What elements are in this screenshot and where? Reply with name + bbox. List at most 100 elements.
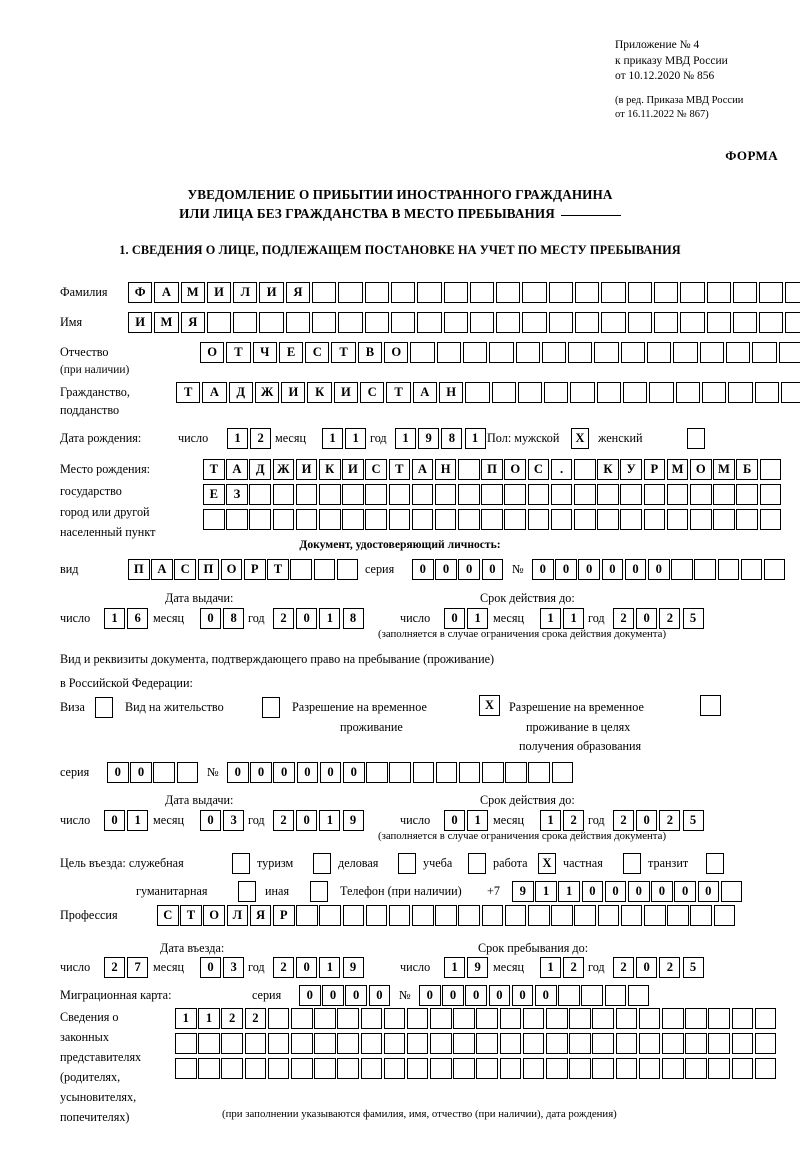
char-cell[interactable]: Т xyxy=(203,459,225,480)
char-cell[interactable]: 2 xyxy=(563,957,585,978)
purpose-business-checkbox[interactable] xyxy=(398,853,416,874)
char-cell[interactable] xyxy=(754,382,779,403)
char-cell[interactable] xyxy=(221,1033,243,1054)
char-cell[interactable] xyxy=(388,905,411,926)
char-cell[interactable] xyxy=(752,342,777,363)
char-cell[interactable] xyxy=(360,1008,383,1029)
char-cell[interactable] xyxy=(453,1008,475,1029)
char-cell[interactable] xyxy=(671,559,693,580)
char-cell[interactable] xyxy=(759,509,782,530)
char-cell[interactable]: У xyxy=(620,459,642,480)
char-cell[interactable]: 1 xyxy=(467,608,489,629)
char-cell[interactable] xyxy=(290,1008,313,1029)
char-cell[interactable]: . xyxy=(550,459,573,480)
char-cell[interactable] xyxy=(272,509,295,530)
char-cell[interactable] xyxy=(720,881,743,902)
char-cell[interactable] xyxy=(312,312,337,333)
char-cell[interactable] xyxy=(627,282,652,303)
char-cell[interactable]: 0 xyxy=(296,608,318,629)
char-cell[interactable] xyxy=(383,1008,406,1029)
char-cell[interactable]: Б xyxy=(736,459,758,480)
char-cell[interactable]: 2 xyxy=(273,810,294,831)
char-cell[interactable] xyxy=(623,382,648,403)
char-cell[interactable]: С xyxy=(305,342,330,363)
char-cell[interactable]: 0 xyxy=(319,762,342,783)
char-cell[interactable] xyxy=(267,1033,290,1054)
char-cell[interactable] xyxy=(314,1058,336,1079)
char-cell[interactable] xyxy=(597,484,619,505)
char-cell[interactable] xyxy=(453,1058,475,1079)
char-cell[interactable] xyxy=(661,1033,684,1054)
char-cell[interactable]: Д xyxy=(249,459,271,480)
char-cell[interactable] xyxy=(725,342,751,363)
char-cell[interactable] xyxy=(575,282,600,303)
char-cell[interactable] xyxy=(649,382,674,403)
char-cell[interactable]: М xyxy=(713,459,735,480)
purpose-work-checkbox[interactable]: X xyxy=(538,853,556,874)
char-cell[interactable] xyxy=(390,282,416,303)
char-cell[interactable]: И xyxy=(206,282,232,303)
char-cell[interactable] xyxy=(360,1058,383,1079)
char-cell[interactable]: 0 xyxy=(345,985,367,1006)
char-cell[interactable]: 0 xyxy=(636,810,658,831)
char-cell[interactable]: 0 xyxy=(636,608,658,629)
char-cell[interactable]: 0 xyxy=(322,985,344,1006)
char-cell[interactable] xyxy=(267,1008,290,1029)
char-cell[interactable]: 9 xyxy=(342,810,364,831)
char-cell[interactable] xyxy=(319,905,341,926)
char-cell[interactable] xyxy=(592,1058,614,1079)
char-cell[interactable]: Л xyxy=(226,905,249,926)
char-cell[interactable] xyxy=(615,1033,638,1054)
char-cell[interactable] xyxy=(314,1033,336,1054)
char-cell[interactable] xyxy=(481,509,503,530)
char-cell[interactable] xyxy=(417,282,442,303)
char-cell[interactable]: 2 xyxy=(613,608,634,629)
char-cell[interactable]: Т xyxy=(386,382,411,403)
char-cell[interactable] xyxy=(680,312,705,333)
char-cell[interactable]: Е xyxy=(203,484,225,505)
char-cell[interactable]: А xyxy=(412,382,437,403)
char-cell[interactable] xyxy=(527,484,550,505)
char-cell[interactable]: 1 xyxy=(322,428,343,449)
char-cell[interactable] xyxy=(604,985,627,1006)
char-cell[interactable]: Н xyxy=(438,382,464,403)
char-cell[interactable]: Ч xyxy=(252,342,277,363)
char-cell[interactable] xyxy=(780,382,800,403)
char-cell[interactable]: Л xyxy=(233,282,258,303)
char-cell[interactable]: 0 xyxy=(511,985,534,1006)
char-cell[interactable] xyxy=(491,382,516,403)
char-cell[interactable] xyxy=(233,312,258,333)
char-cell[interactable]: А xyxy=(151,559,173,580)
char-cell[interactable] xyxy=(443,282,468,303)
char-cell[interactable]: И xyxy=(128,312,153,333)
char-cell[interactable]: 1 xyxy=(104,608,125,629)
char-cell[interactable]: Д xyxy=(228,382,253,403)
char-cell[interactable] xyxy=(515,342,540,363)
char-cell[interactable] xyxy=(694,559,716,580)
char-cell[interactable]: 5 xyxy=(682,810,704,831)
char-cell[interactable] xyxy=(569,1058,591,1079)
char-cell[interactable] xyxy=(569,1033,591,1054)
char-cell[interactable] xyxy=(661,1008,684,1029)
char-cell[interactable]: А xyxy=(202,382,227,403)
char-cell[interactable] xyxy=(290,1058,313,1079)
char-cell[interactable]: О xyxy=(504,459,527,480)
char-cell[interactable] xyxy=(504,484,527,505)
char-cell[interactable] xyxy=(548,282,574,303)
char-cell[interactable] xyxy=(596,382,622,403)
char-cell[interactable]: 2 xyxy=(563,810,585,831)
char-cell[interactable] xyxy=(601,312,626,333)
char-cell[interactable]: 8 xyxy=(223,608,245,629)
char-cell[interactable] xyxy=(226,509,248,530)
char-cell[interactable] xyxy=(706,312,731,333)
char-cell[interactable] xyxy=(643,509,666,530)
char-cell[interactable]: 0 xyxy=(601,559,624,580)
char-cell[interactable] xyxy=(505,762,527,783)
char-cell[interactable]: 1 xyxy=(175,1008,197,1029)
char-cell[interactable] xyxy=(736,484,758,505)
char-cell[interactable] xyxy=(295,509,318,530)
char-cell[interactable] xyxy=(551,762,574,783)
char-cell[interactable]: 5 xyxy=(682,608,704,629)
char-cell[interactable] xyxy=(517,382,543,403)
char-cell[interactable]: 0 xyxy=(481,559,504,580)
